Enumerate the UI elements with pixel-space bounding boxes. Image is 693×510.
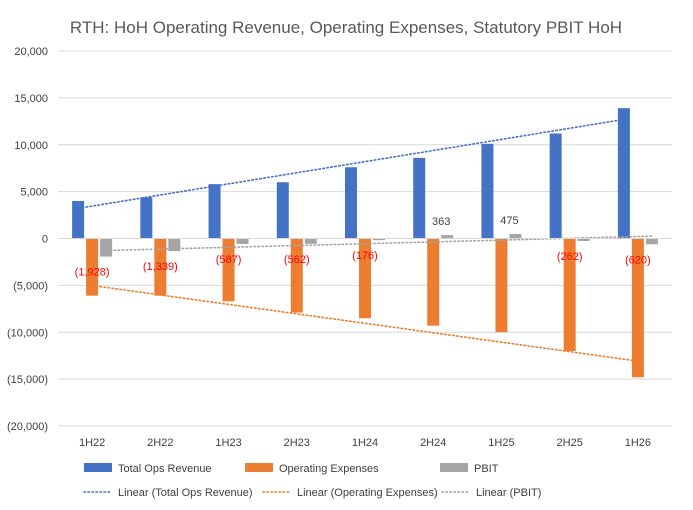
pbit-data-label: (262) [557, 251, 583, 263]
y-tick-label: 10,000 [14, 140, 48, 152]
trendline-pbit [105, 235, 653, 252]
x-tick-label: 1H22 [79, 437, 105, 449]
y-tick-label: 5,000 [20, 187, 48, 199]
pbit-data-label: (587) [216, 254, 242, 266]
bar-total-ops-revenue [345, 167, 357, 239]
bar-total-ops-revenue [617, 108, 630, 239]
legend-label: Operating Expenses [279, 463, 379, 475]
legend-trend-label: Linear (PBIT) [476, 487, 541, 499]
x-tick-label: 1H24 [352, 437, 378, 449]
y-tick-label: (15,000) [7, 374, 48, 386]
bar-operating-expenses [427, 238, 440, 326]
x-tick-label: 1H23 [215, 437, 241, 449]
x-tick-label: 2H25 [557, 437, 583, 449]
bar-total-ops-revenue [72, 201, 85, 239]
bar-operating-expenses [495, 238, 508, 333]
bar-total-ops-revenue [481, 143, 494, 239]
bar-total-ops-revenue [276, 182, 289, 239]
pbit-data-label: 363 [432, 216, 450, 228]
bar-operating-expenses [86, 238, 99, 296]
bar-pbit [373, 238, 385, 241]
pbit-data-label: 475 [500, 215, 518, 227]
pbit-data-label: (1,339) [143, 261, 178, 273]
bar-pbit [100, 238, 113, 257]
legend-trend-label: Linear (Total Ops Revenue) [118, 487, 253, 499]
bar-total-ops-revenue [413, 157, 426, 239]
bar-pbit [304, 238, 317, 244]
bar-pbit [509, 234, 522, 239]
bar-pbit [577, 238, 590, 241]
x-tick-label: 1H26 [625, 437, 651, 449]
bar-total-ops-revenue [549, 133, 562, 239]
x-tick-label: 2H24 [420, 437, 446, 449]
pbit-data-label: (620) [625, 254, 651, 266]
y-tick-label: 0 [42, 234, 48, 246]
legend-swatch [84, 463, 112, 472]
y-tick-label: (10,000) [7, 327, 48, 339]
legend-trend-label: Linear (Operating Expenses) [297, 487, 438, 499]
y-tick-label: 15,000 [14, 93, 48, 105]
chart-title: RTH: HoH Operating Revenue, Operating Ex… [70, 18, 622, 37]
trendline-total-ops-revenue [77, 118, 625, 210]
y-tick-label: (5,000) [13, 280, 48, 292]
bar-pbit [441, 235, 454, 239]
trendline-operating-expenses [91, 284, 639, 362]
bar-total-ops-revenue [140, 197, 153, 239]
bar-operating-expenses [290, 238, 303, 313]
bar-operating-expenses [563, 238, 576, 351]
bar-pbit [645, 238, 658, 245]
x-tick-label: 2H22 [147, 437, 173, 449]
pbit-data-label: (562) [284, 254, 310, 266]
y-tick-label: (20,000) [7, 421, 48, 433]
x-tick-label: 2H23 [284, 437, 310, 449]
bar-pbit [236, 238, 249, 245]
bar-operating-expenses [359, 238, 371, 319]
legend-swatch [440, 463, 468, 472]
bar-operating-expenses [631, 238, 644, 378]
legend-label: Total Ops Revenue [118, 463, 212, 475]
legend-label: PBIT [474, 463, 499, 475]
x-tick-label: 1H25 [488, 437, 514, 449]
pbit-data-label: (1,928) [75, 267, 110, 279]
bar-operating-expenses [222, 238, 235, 302]
bar-pbit [168, 238, 181, 252]
y-tick-label: 20,000 [14, 46, 48, 58]
bar-operating-expenses [154, 238, 167, 296]
bar-total-ops-revenue [208, 184, 221, 239]
legend-swatch [245, 463, 273, 472]
pbit-data-label: (176) [352, 250, 378, 262]
